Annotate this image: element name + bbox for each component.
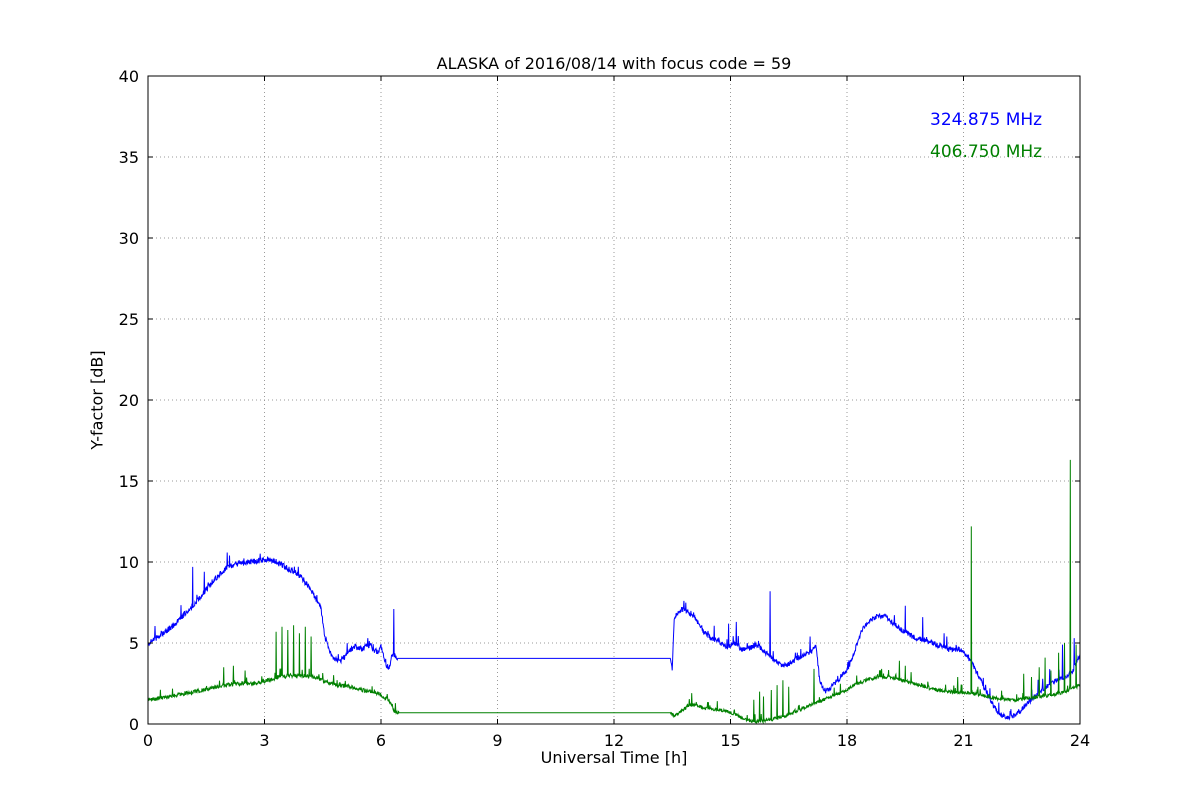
y-tick-label: 25 [119,310,139,329]
x-tick-label: 24 [1070,731,1090,750]
y-tick-label: 40 [119,67,139,86]
x-tick-label: 0 [143,731,153,750]
y-tick-label: 20 [119,391,139,410]
x-tick-label: 3 [259,731,269,750]
y-tick-label: 10 [119,553,139,572]
series-path-0 [147,552,1081,721]
x-tick-label: 9 [492,731,502,750]
y-tick-label: 0 [129,715,139,734]
x-tick-label: 15 [720,731,740,750]
chart-title: ALASKA of 2016/08/14 with focus code = 5… [436,54,792,73]
series-path-1 [147,459,1081,725]
y-tick-label: 35 [119,148,139,167]
y-tick-label: 15 [119,472,139,491]
x-tick-label: 18 [837,731,857,750]
x-axis-label: Universal Time [h] [540,748,688,767]
legend-series-324875: 324.875 MHz [930,110,1043,130]
y-axis-label: Y-factor [dB] [87,350,107,450]
legend-series-406750: 406.750 MHz [930,142,1043,162]
x-tick-label: 6 [376,731,386,750]
x-tick-label: 21 [953,731,973,750]
y-tick-label: 30 [119,229,139,248]
y-tick-label: 5 [129,634,139,653]
x-tick-label: 12 [604,731,624,750]
